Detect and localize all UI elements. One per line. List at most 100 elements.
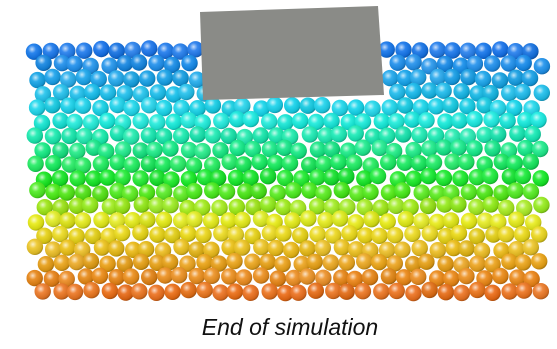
particle-shading bbox=[458, 240, 474, 256]
particle-shading bbox=[300, 210, 316, 226]
particle-shading bbox=[164, 284, 180, 300]
particle-shading bbox=[228, 170, 244, 186]
particle-shading bbox=[302, 126, 318, 142]
particle-shading bbox=[181, 55, 197, 71]
particle-shading bbox=[394, 182, 410, 198]
particle-shading bbox=[45, 155, 61, 171]
particle-shading bbox=[371, 254, 387, 270]
particle-shading bbox=[374, 113, 390, 129]
particle-shading bbox=[99, 169, 115, 185]
particle-shading bbox=[475, 71, 491, 87]
particle-shading bbox=[523, 154, 539, 170]
particle-shading bbox=[362, 184, 378, 200]
particle-shading bbox=[244, 254, 260, 270]
particle-shading bbox=[398, 211, 414, 227]
particle-shading bbox=[436, 139, 452, 155]
particle-shading bbox=[261, 113, 277, 129]
particle-shading bbox=[411, 127, 427, 143]
particle-shading bbox=[61, 128, 77, 144]
particle-shading bbox=[314, 97, 330, 113]
particle-shading bbox=[451, 112, 467, 128]
particle-shading bbox=[173, 128, 189, 144]
particle-shading bbox=[226, 253, 242, 269]
particle-shading bbox=[508, 70, 524, 86]
particle-shading bbox=[332, 210, 348, 226]
particle-shading bbox=[114, 225, 130, 241]
particle-shading bbox=[421, 282, 437, 298]
particle-shading bbox=[267, 97, 283, 113]
particle-shading bbox=[146, 142, 162, 158]
particle-shading bbox=[170, 156, 186, 172]
particle-shading bbox=[420, 168, 436, 184]
particle-shading bbox=[444, 69, 460, 85]
particle-shading bbox=[148, 55, 164, 71]
particle-shading bbox=[317, 212, 333, 228]
particle-shading bbox=[60, 98, 76, 114]
particle-shading bbox=[190, 126, 206, 142]
particle-shading bbox=[299, 268, 315, 284]
particle-shading bbox=[437, 113, 453, 129]
particle-shading bbox=[108, 240, 124, 256]
particle-shading bbox=[282, 155, 298, 171]
particle-shading bbox=[132, 224, 148, 240]
particle-shading bbox=[162, 140, 178, 156]
particle-shading bbox=[197, 282, 213, 298]
particle-shading bbox=[339, 254, 355, 270]
particle-shading bbox=[236, 269, 252, 285]
particle-shading bbox=[454, 285, 470, 301]
particle-shading bbox=[68, 254, 84, 270]
particle-shading bbox=[533, 197, 549, 213]
particle-shading bbox=[405, 285, 421, 301]
particle-shading bbox=[284, 97, 300, 113]
particle-shading bbox=[213, 225, 229, 241]
particle-shading bbox=[498, 226, 514, 242]
particle-shading bbox=[484, 140, 500, 156]
particle-shading bbox=[67, 284, 83, 300]
particle-shading bbox=[157, 267, 173, 283]
particle-shading bbox=[27, 239, 43, 255]
particle-shading bbox=[108, 70, 124, 86]
particle-shading bbox=[275, 199, 291, 215]
particle-shading bbox=[338, 284, 354, 300]
particle-shading bbox=[308, 283, 324, 299]
particle-shading bbox=[54, 255, 70, 271]
particle-shading bbox=[484, 285, 500, 301]
particle-shading bbox=[99, 113, 115, 129]
particle-shading bbox=[45, 128, 61, 144]
particle-shading bbox=[421, 140, 437, 156]
particle-shading bbox=[301, 182, 317, 198]
particle-shading bbox=[382, 70, 398, 86]
particle-shading bbox=[523, 239, 539, 255]
particle-shading bbox=[436, 170, 452, 186]
particle-shading bbox=[507, 182, 523, 198]
particle-shading bbox=[134, 196, 150, 212]
particle-shading bbox=[290, 285, 306, 301]
particle-shading bbox=[260, 168, 276, 184]
particle-shading bbox=[388, 198, 404, 214]
particle-shading bbox=[355, 140, 371, 156]
particle-shading bbox=[466, 111, 482, 127]
particle-shading bbox=[83, 282, 99, 298]
particle-shading bbox=[435, 83, 451, 99]
particle-shading bbox=[515, 168, 531, 184]
particle-shading bbox=[84, 84, 100, 100]
particle-shading bbox=[380, 154, 396, 170]
particle-shading bbox=[276, 140, 292, 156]
particle-shading bbox=[213, 113, 229, 129]
page: {"caption": "End of simulation"} End of … bbox=[0, 0, 557, 349]
particle-shading bbox=[484, 55, 500, 71]
particle-shading bbox=[141, 40, 157, 56]
particle-shading bbox=[355, 283, 371, 299]
particle-shading bbox=[490, 126, 506, 142]
particle-shading bbox=[371, 228, 387, 244]
particle-shading bbox=[243, 285, 259, 301]
particle-shading bbox=[173, 239, 189, 255]
particle-shading bbox=[418, 254, 434, 270]
particle-shading bbox=[469, 282, 485, 298]
particle-shading bbox=[82, 197, 98, 213]
particle-shading bbox=[450, 196, 466, 212]
particle-shading bbox=[123, 268, 139, 284]
particle-shading bbox=[483, 111, 499, 127]
particle-shading bbox=[501, 283, 517, 299]
particle-shading bbox=[148, 197, 164, 213]
